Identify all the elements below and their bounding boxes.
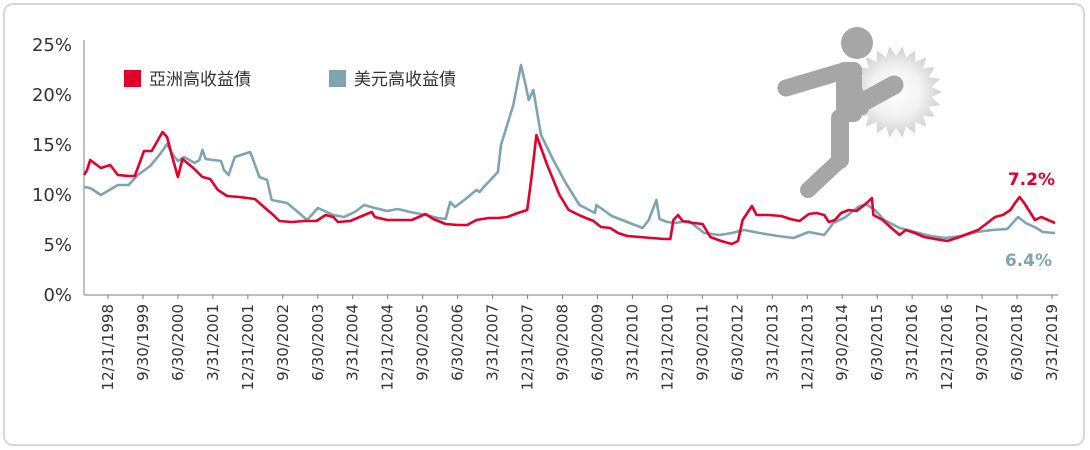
end-labels: 7.2% 6.4% <box>1005 170 1055 271</box>
y-tick-label: 25% <box>32 35 72 56</box>
chart-frame <box>3 3 1085 446</box>
x-tick-label: 6/30/2009 <box>588 304 606 381</box>
x-tick-label: 12/31/2010 <box>658 304 676 390</box>
x-tick-label: 3/31/2013 <box>763 304 781 381</box>
x-tick-label: 3/31/2007 <box>484 304 502 381</box>
y-tick-label: 5% <box>43 235 72 256</box>
legend-label: 美元高收益債 <box>354 70 456 90</box>
x-tick-label: 12/31/2007 <box>519 304 537 390</box>
x-tick-label: 12/31/2016 <box>938 304 956 390</box>
x-tick-label: 6/30/2006 <box>449 304 467 381</box>
x-tick-label: 3/31/2019 <box>1043 304 1061 381</box>
x-tick-label: 9/30/1999 <box>134 304 152 381</box>
x-tick-label: 6/30/2000 <box>169 304 187 381</box>
x-tick-label: 12/31/2001 <box>239 304 257 390</box>
legend-swatch <box>124 70 141 87</box>
x-tick-label: 6/30/2018 <box>1008 304 1026 381</box>
x-tick-label: 9/30/2014 <box>833 304 851 381</box>
y-tick-label: 20% <box>32 85 72 106</box>
x-tick-label: 12/31/2013 <box>798 304 816 390</box>
legend-swatch <box>329 70 346 87</box>
x-tick-label: 9/30/2017 <box>973 304 991 381</box>
x-tick-label: 3/31/2001 <box>204 304 222 381</box>
x-tick-label: 6/30/2015 <box>868 304 886 381</box>
y-tick-label: 10% <box>32 185 72 206</box>
x-tick-label: 3/31/2010 <box>623 304 641 381</box>
series-end-label: 7.2% <box>1008 170 1055 190</box>
x-tick-label: 6/30/2003 <box>309 304 327 381</box>
x-tick-label: 3/31/2016 <box>903 304 921 381</box>
x-tick-label: 3/31/2004 <box>344 304 362 381</box>
legend: 亞洲高收益債 美元高收益債 <box>124 70 456 90</box>
y-tick-label: 0% <box>43 285 72 306</box>
x-tick-label: 9/30/2002 <box>274 304 292 381</box>
x-tick-label: 12/31/2004 <box>379 304 397 390</box>
series-line-1 <box>83 63 1056 240</box>
series-layer <box>82 63 1056 246</box>
legend-label: 亞洲高收益債 <box>149 70 251 90</box>
series-line-0 <box>82 130 1056 246</box>
y-tick-label: 15% <box>32 135 72 156</box>
series-end-label: 6.4% <box>1005 251 1052 271</box>
x-tick-label: 9/30/2011 <box>693 304 711 381</box>
kicking-figure-icon <box>777 27 942 198</box>
x-tick-label: 6/30/2012 <box>728 304 746 381</box>
x-tick-label: 9/30/2005 <box>414 304 432 381</box>
axes: 0% 5% 10% 15% 20% 25% 12/31/1998 9/30/1999 6/30/… <box>32 35 1061 390</box>
x-tick-label: 9/30/2008 <box>554 304 572 381</box>
x-tick-label: 12/31/1998 <box>99 304 117 390</box>
